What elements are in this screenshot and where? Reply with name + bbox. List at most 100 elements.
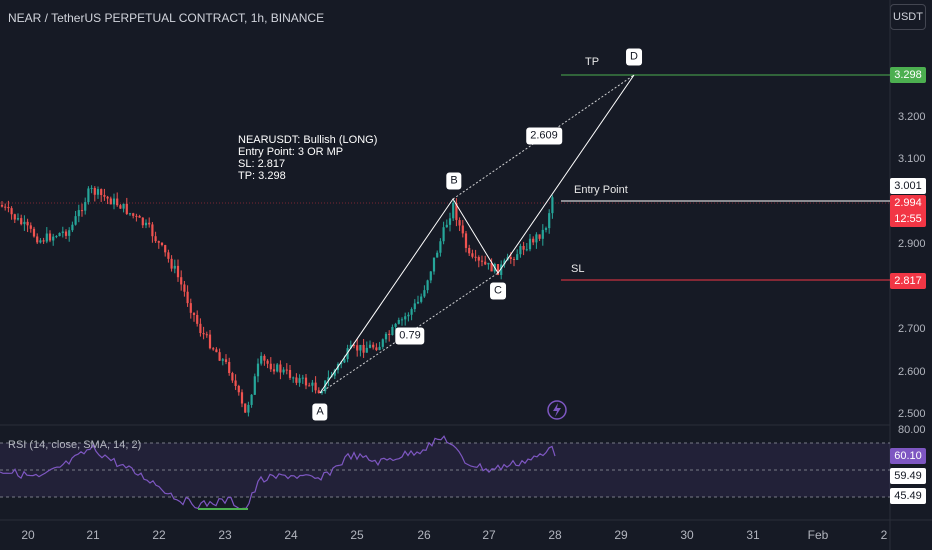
candle-body (407, 314, 410, 317)
candle-body (160, 242, 164, 246)
candle-body (128, 213, 132, 215)
candle-body (55, 236, 58, 238)
candle-body (455, 202, 458, 221)
candle-body (103, 195, 106, 197)
candle-body (157, 241, 160, 243)
candle-body (375, 347, 378, 351)
candle-body (279, 364, 282, 373)
point-a[interactable]: A (312, 403, 328, 421)
candle-body (84, 202, 87, 211)
candle-body (154, 236, 157, 242)
candle-body (394, 323, 397, 327)
chart-title: NEAR / TetherUS PERPETUAL CONTRACT, 1h, … (8, 11, 325, 25)
candle-body (260, 355, 263, 364)
candle-body (487, 262, 490, 265)
candle-body (503, 260, 506, 265)
candle-body (90, 187, 93, 189)
candle-body (292, 377, 295, 379)
point-d[interactable]: D (626, 48, 642, 66)
candle-body (256, 363, 260, 377)
candle-body (410, 309, 413, 315)
candle-body (432, 257, 436, 272)
candle-body (288, 369, 292, 378)
candle-body (477, 257, 480, 261)
ratio-abc-label[interactable]: 0.79 (395, 327, 425, 345)
time-label: 2 (880, 528, 888, 542)
candle-body (16, 218, 20, 220)
candle-body (180, 277, 183, 285)
tp-price-tag: 3.298 (890, 67, 926, 83)
note-line-1: NEARUSDT: Bullish (LONG) (238, 134, 378, 146)
candle-body (144, 222, 148, 226)
ratio-bd-label[interactable]: 2.609 (526, 127, 562, 145)
candle-body (221, 359, 224, 361)
candle-body (282, 369, 285, 373)
candle-body (295, 377, 298, 383)
candle-body (471, 253, 474, 257)
candle-body (311, 382, 314, 386)
price-label: 2.900 (898, 238, 926, 250)
candle-body (525, 249, 528, 251)
candle-body (202, 333, 205, 335)
time-label: 29 (614, 528, 628, 542)
candle-body (480, 260, 484, 262)
candle-body (61, 231, 64, 233)
candle-body (436, 252, 439, 258)
candle-body (397, 319, 400, 324)
candles (0, 185, 554, 417)
candle-body (48, 233, 52, 241)
candle-body (132, 213, 135, 216)
candle-body (170, 258, 173, 269)
candle-body (148, 222, 151, 225)
candle-body (10, 208, 13, 215)
candle-body (384, 333, 388, 340)
candle-body (391, 326, 394, 335)
candle-body (80, 210, 84, 212)
candle-body (439, 241, 442, 253)
candle-body (381, 339, 384, 347)
note-line-2: Entry Point: 3 OR MP (238, 146, 344, 158)
candle-body (189, 303, 192, 313)
candle-body (7, 206, 10, 209)
candle-body (151, 224, 154, 237)
time-label: 24 (284, 528, 298, 542)
candle-body (68, 230, 71, 236)
point-c[interactable]: C (490, 282, 506, 300)
candle-body (356, 345, 359, 351)
candle-body (500, 264, 503, 275)
candle-body (327, 377, 330, 381)
candle-body (304, 377, 308, 386)
candle-body (285, 369, 288, 371)
sl-price-tag: 2.817 (890, 273, 926, 289)
candle-body (378, 346, 381, 351)
candle-body (413, 303, 416, 310)
candle-body (442, 227, 445, 242)
candle-body (224, 359, 228, 362)
time-label: 22 (152, 528, 166, 542)
candle-body (538, 234, 541, 239)
pattern-xabcd-line (319, 74, 635, 394)
time-label: 27 (482, 528, 496, 542)
candle-body (52, 236, 55, 241)
candle-body (544, 228, 548, 230)
lightning-icon[interactable] (547, 400, 567, 420)
candle-body (464, 233, 468, 248)
current-price-tag: 2.994 (890, 195, 926, 211)
point-b[interactable]: B (446, 172, 462, 190)
candle-body (301, 377, 304, 379)
candle-body (458, 220, 461, 226)
time-label: 23 (218, 528, 232, 542)
candle-body (320, 391, 324, 394)
currency-button[interactable]: USDT (890, 4, 926, 30)
candle-body (122, 203, 125, 209)
candle-body (39, 240, 42, 243)
tp-label: TP (585, 56, 600, 68)
time-label: 26 (417, 528, 431, 542)
candle-body (528, 238, 532, 250)
candle-body (317, 390, 320, 394)
candle-body (58, 232, 61, 237)
candle-body (253, 376, 256, 395)
candle-body (45, 233, 48, 242)
candle-body (519, 245, 522, 255)
